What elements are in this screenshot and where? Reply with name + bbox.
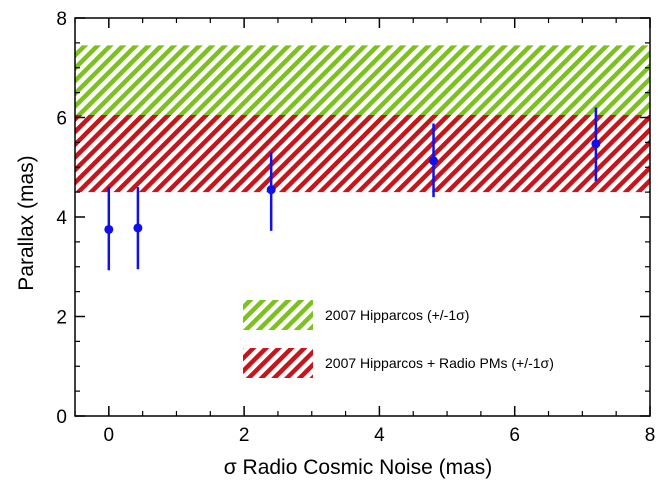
y-tick-label: 4 [56,208,67,229]
band-hipparcos-radio-pms [75,115,650,193]
legend-swatch-hipparcos-radio-pms [243,348,313,378]
data-point [104,224,114,234]
y-tick-label: 6 [56,109,67,130]
x-tick-label: 2 [239,425,250,446]
legend-label-hipparcos-radio-pms: 2007 Hipparcos + Radio PMs (+/-1σ) [325,355,554,371]
x-tick-label: 4 [374,425,385,446]
y-tick-label: 0 [56,407,67,428]
y-tick-label: 2 [56,308,67,329]
data-point [429,156,439,166]
y-tick-label: 8 [56,9,67,30]
y-axis-title: Parallax (mas) [15,155,38,290]
data-point [266,185,276,195]
confidence-bands [75,45,650,193]
legend: 2007 Hipparcos (+/-1σ) 2007 Hipparcos + R… [243,300,554,378]
legend-label-hipparcos: 2007 Hipparcos (+/-1σ) [325,307,469,323]
x-axis-title: σ Radio Cosmic Noise (mas) [224,456,493,479]
x-tick-label: 6 [509,425,520,446]
x-tick-label: 8 [645,425,656,446]
axis-ticks: 0 2 4 6 8 0 2 4 6 8 [56,9,655,446]
data-points [104,107,601,271]
data-point [591,139,601,149]
x-tick-label: 0 [104,425,115,446]
data-point [133,223,143,233]
legend-swatch-hipparcos [243,300,313,330]
